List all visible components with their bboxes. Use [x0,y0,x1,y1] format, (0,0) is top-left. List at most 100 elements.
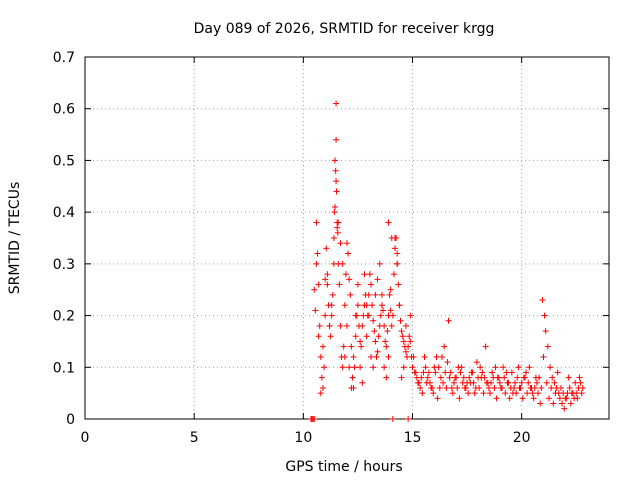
data-point [359,379,366,386]
data-point [370,364,377,371]
data-point [502,390,509,397]
data-point [409,364,416,371]
data-point [334,219,341,226]
data-point [318,374,325,381]
data-point [400,364,407,371]
data-point [398,328,405,335]
data-point [465,390,472,397]
data-point [417,384,424,391]
data-point [565,374,572,381]
data-point [406,333,413,340]
data-point [443,384,450,391]
data-point [497,384,504,391]
data-point [435,364,442,371]
data-point [445,317,452,324]
x-tick-label: 5 [190,430,199,446]
data-point [315,333,322,340]
data-point [383,343,390,350]
data-point [525,379,532,386]
data-point [346,364,353,371]
data-point [548,384,555,391]
data-point [563,395,570,402]
data-point [566,384,573,391]
data-point [471,390,478,397]
data-point [456,395,463,402]
data-point [462,384,469,391]
data-point [423,379,430,386]
data-point [425,369,432,376]
data-point [319,384,326,391]
data-point [348,343,355,350]
data-point [449,390,456,397]
data-point [380,307,387,314]
data-point [331,209,338,216]
data-point [517,384,524,391]
data-point [504,379,511,386]
data-point [567,400,574,407]
data-point [329,291,336,298]
data-point [394,260,401,267]
data-point [317,353,324,360]
data-point [447,369,454,376]
grid [85,57,609,419]
y-tick-label: 0.4 [53,205,75,221]
data-point [402,348,409,355]
data-point [373,353,380,360]
data-point [545,395,552,402]
x-tick-label: 20 [513,430,531,446]
data-point [383,374,390,381]
data-point [365,291,372,298]
data-point [542,328,549,335]
data-point [331,203,338,210]
x-tick-label: 10 [294,430,312,446]
data-point [312,307,319,314]
data-point [389,416,396,422]
data-point [371,328,378,335]
data-point [348,384,355,391]
data-point [424,374,431,381]
data-point [572,379,579,386]
data-point [397,317,404,324]
data-point [347,291,354,298]
data-point [533,379,540,386]
data-point [524,390,531,397]
data-point [450,379,457,386]
data-point [357,364,364,371]
data-point [540,353,547,360]
data-point [487,390,494,397]
data-point [410,353,417,360]
data-point [321,364,328,371]
data-point [508,369,515,376]
data-point [341,302,348,309]
data-point [344,322,350,329]
data-point [433,353,440,360]
data-point [550,400,557,407]
data-point [328,302,335,309]
data-point [387,307,394,314]
data-point [344,240,350,247]
data-point [368,353,375,360]
data-point [334,224,341,231]
y-tick-label: 0.5 [53,153,75,169]
data-point [519,395,526,402]
data-point [345,250,352,257]
data-point [512,379,519,386]
data-point [506,395,513,402]
data-point [333,188,340,195]
data-point [352,333,359,340]
data-point [414,379,421,386]
y-tick-label: 0.3 [53,257,75,273]
data-point [420,369,427,376]
data-point [354,302,361,309]
data-point [419,390,426,397]
data-point [441,343,448,350]
data-point [402,322,409,329]
data-point [469,369,476,376]
data-point [541,312,548,319]
data-point [337,240,344,247]
y-tick-label: 0.2 [53,309,75,325]
data-point [324,271,331,278]
data-point [382,338,389,345]
data-point [500,364,507,371]
